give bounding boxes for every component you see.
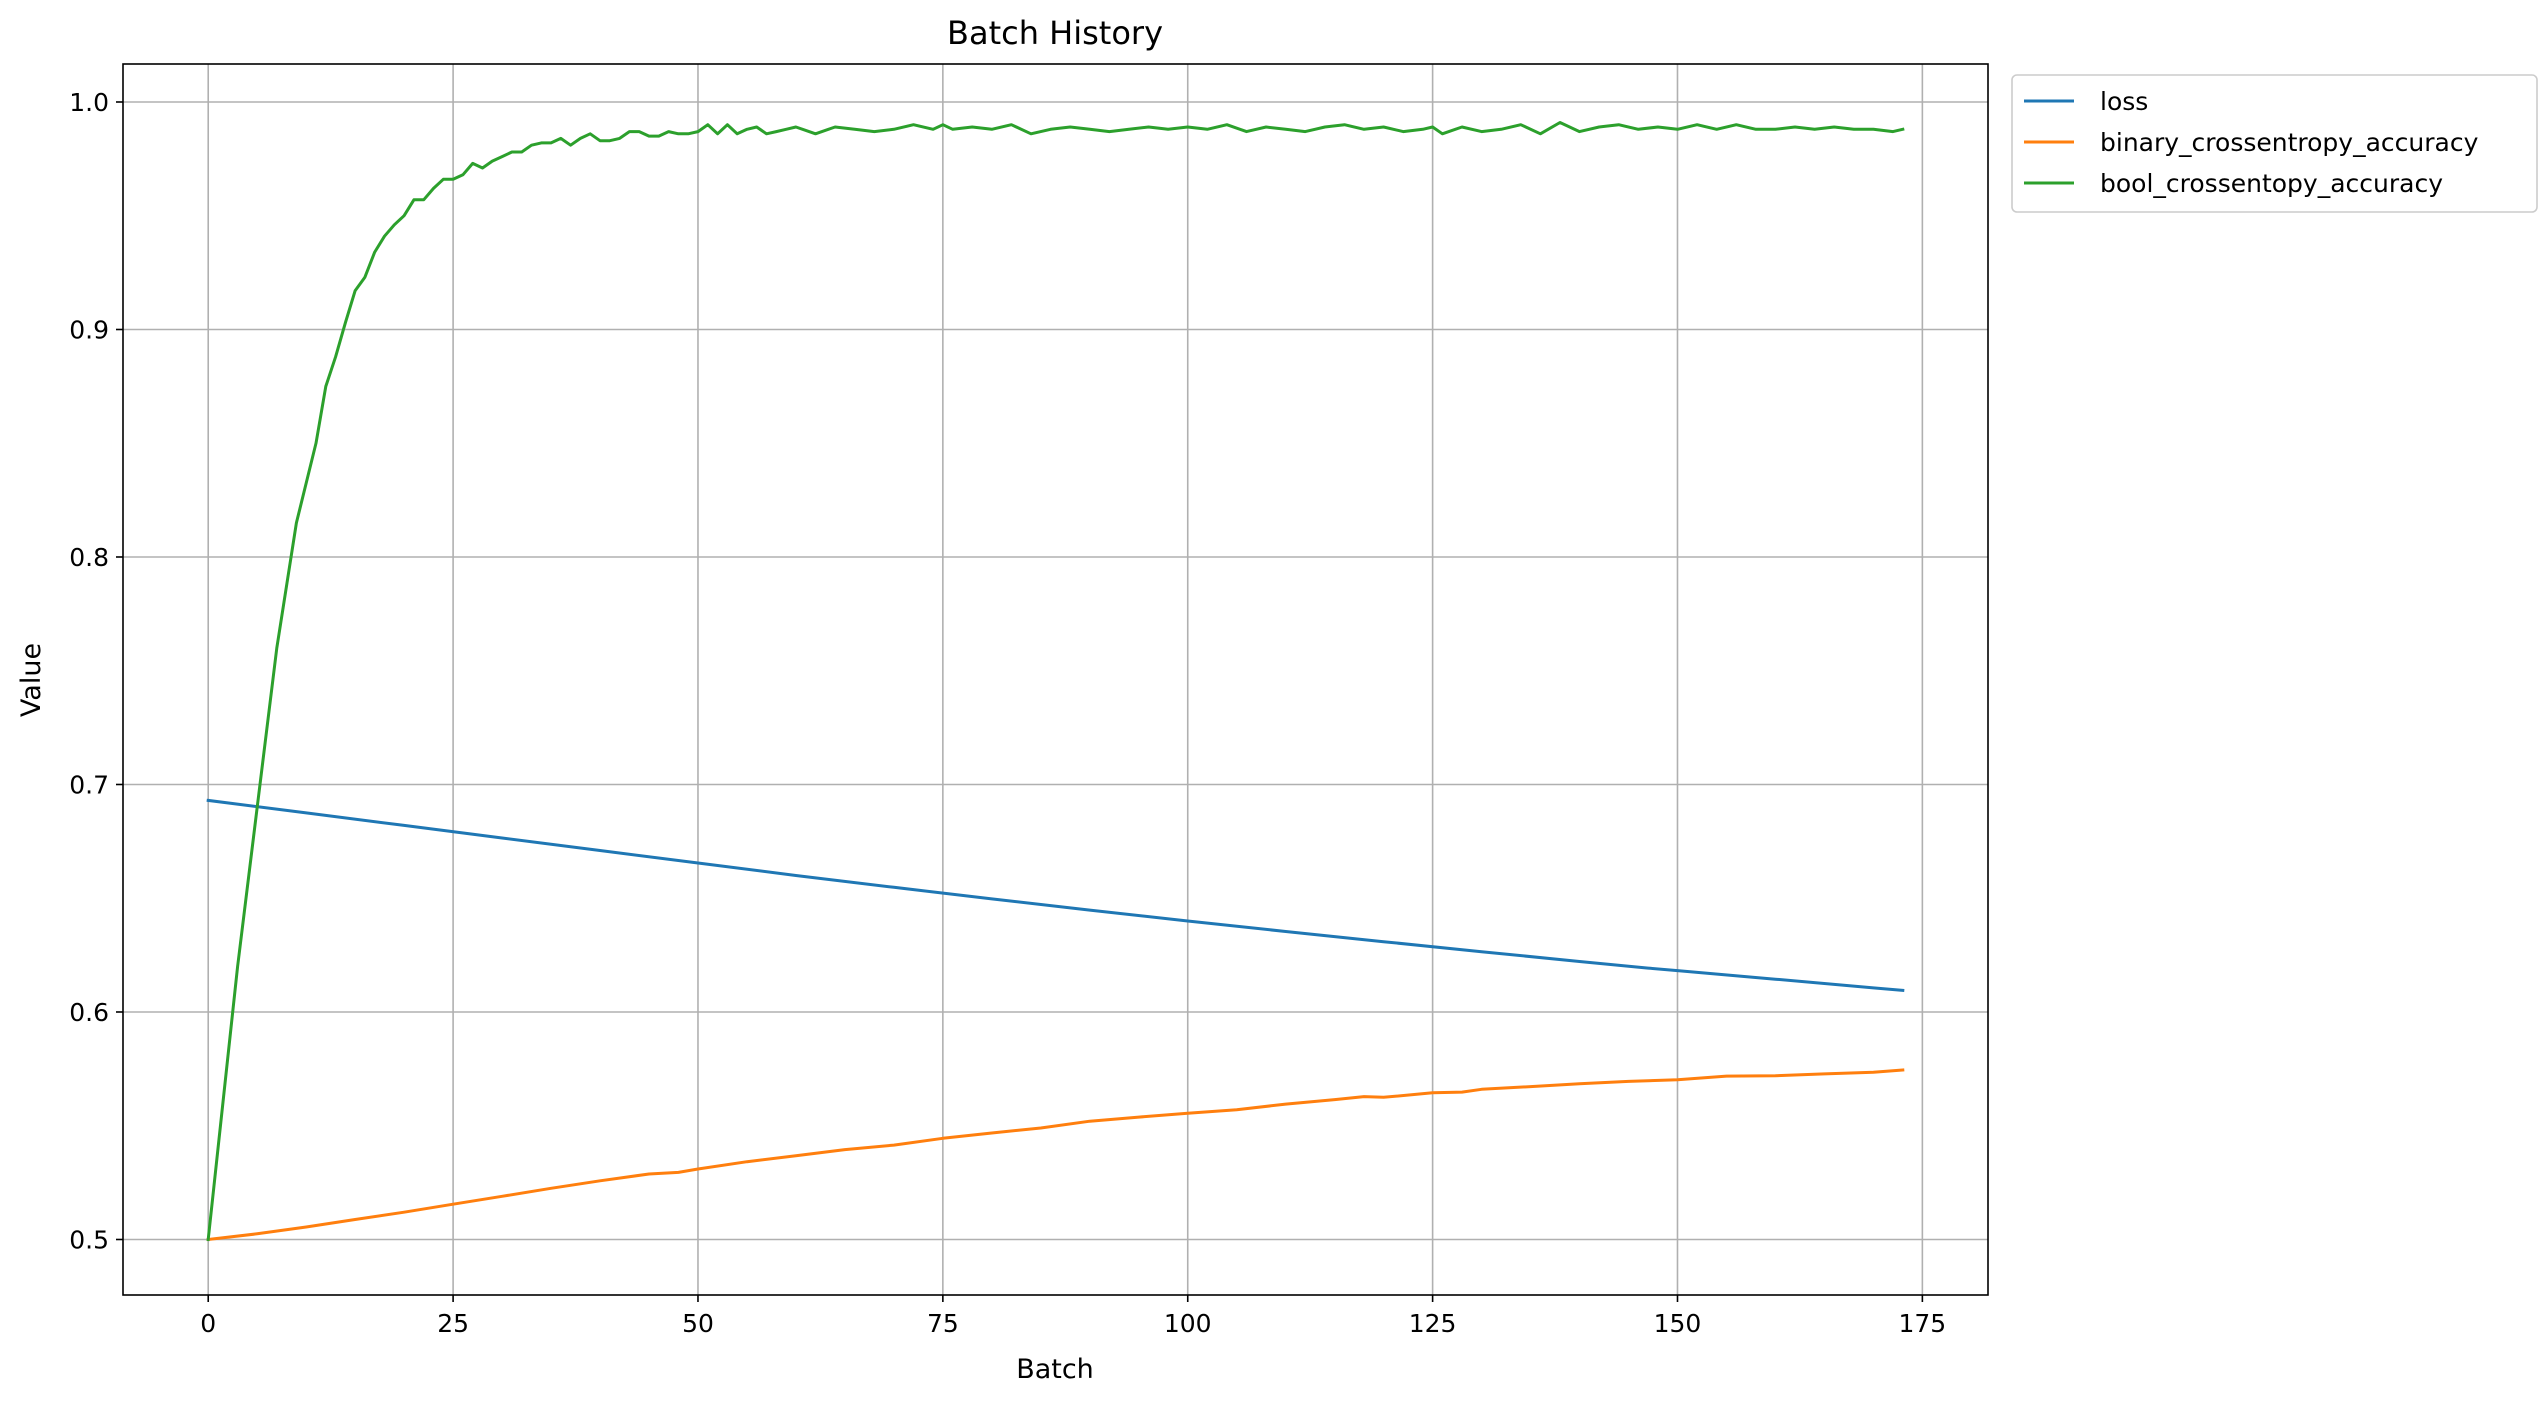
y-tick-label: 0.7 — [69, 770, 109, 799]
x-tick-label: 75 — [927, 1309, 959, 1338]
grid — [123, 64, 1988, 1295]
x-tick-label: 175 — [1899, 1309, 1947, 1338]
series-line-3 — [206, 121, 1905, 1242]
y-tick-label: 0.8 — [69, 543, 109, 572]
x-tick-label: 150 — [1654, 1309, 1702, 1338]
y-axis: 0.5 0.6 0.7 0.8 0.9 1.0 — [69, 88, 123, 1254]
legend-frame — [2011, 74, 2538, 213]
legend-label: loss — [2100, 87, 2148, 116]
plot-area-frame — [122, 63, 1989, 1296]
y-tick-label: 1.0 — [69, 88, 109, 117]
y-tick-label: 0.9 — [69, 315, 109, 344]
legend-label: bool_crossentopy_accuracy — [2100, 169, 2443, 198]
y-tick-label: 0.5 — [69, 1225, 109, 1254]
x-axis-label: Batch — [1016, 1354, 1094, 1385]
x-tick-label: 0 — [200, 1309, 216, 1338]
legend-label: binary_crossentropy_accuracy — [2100, 128, 2479, 157]
x-tick-label: 25 — [437, 1309, 469, 1338]
chart-title: Batch History — [947, 14, 1163, 52]
x-tick-label: 50 — [682, 1309, 714, 1338]
x-tick-label: 100 — [1164, 1309, 1212, 1338]
series-line-1 — [206, 798, 1905, 993]
y-axis-label: Value — [16, 643, 47, 717]
x-axis: 0 25 50 75 100 125 150 175 — [200, 1295, 1946, 1338]
y-tick-label: 0.6 — [69, 998, 109, 1027]
series-line-2 — [206, 1068, 1905, 1242]
x-tick-label: 125 — [1409, 1309, 1457, 1338]
legend: loss binary_crossentropy_accuracy bool_cro… — [2011, 74, 2538, 213]
series-lines — [206, 121, 1905, 1242]
